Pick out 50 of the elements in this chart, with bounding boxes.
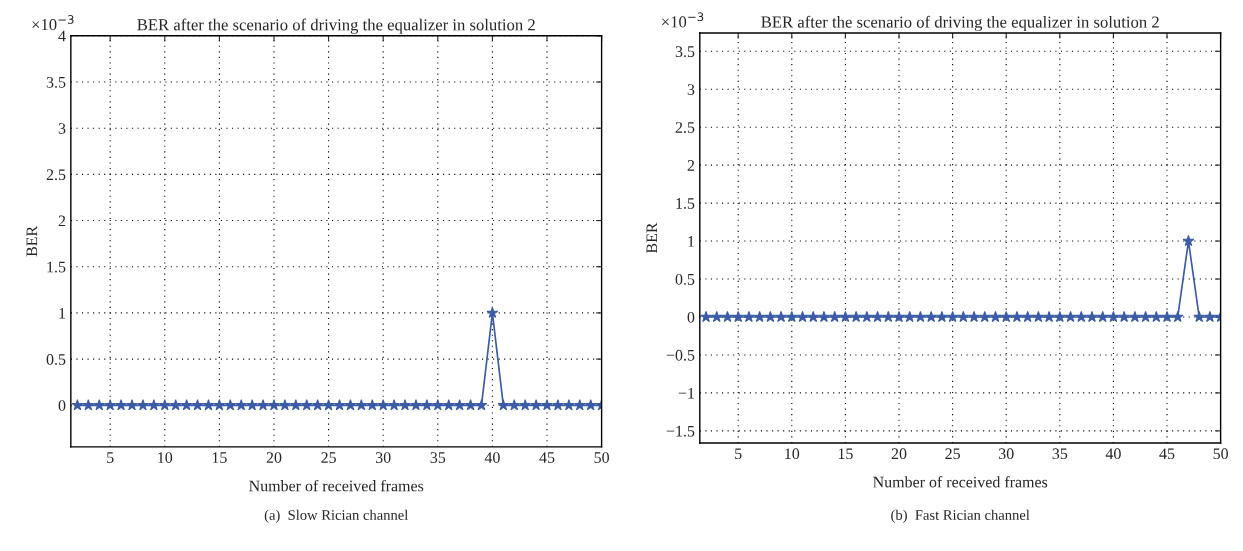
x-tick-label: 40 bbox=[484, 452, 500, 463]
y-tick-label: 1.5 bbox=[676, 198, 695, 209]
y-tick-label: −1.5 bbox=[666, 425, 695, 437]
x-tick-label: 10 bbox=[158, 452, 173, 463]
y-tick-label: 0.5 bbox=[675, 273, 695, 285]
x-tick-label: 35 bbox=[1052, 448, 1068, 460]
y-tick-label: 1.5 bbox=[47, 261, 66, 273]
x-tick-label: 45 bbox=[1159, 448, 1175, 460]
y-tick-label: 1 bbox=[688, 236, 694, 247]
chart-title: BER after the scenario of driving the equalizer in solution 2 bbox=[761, 15, 1159, 32]
x-tick-label: 45 bbox=[539, 452, 555, 463]
x-tick-label: 5 bbox=[735, 448, 742, 460]
x-tick-label: 5 bbox=[107, 452, 114, 463]
y-tick-label: 0.5 bbox=[46, 354, 66, 365]
text: (b) Fast Rician channel bbox=[891, 509, 1030, 523]
x-tick-label: 30 bbox=[998, 448, 1014, 460]
x-tick-label: 15 bbox=[838, 448, 853, 460]
x-tick-label: 25 bbox=[321, 452, 336, 463]
y-tick-label: 4 bbox=[58, 30, 66, 42]
x-tick-label: 15 bbox=[212, 452, 227, 463]
y-axis-title: BER bbox=[646, 222, 658, 254]
y-tick-label: 3 bbox=[58, 123, 66, 134]
x-tick-label: 25 bbox=[945, 448, 960, 460]
y-tick-label: 2.5 bbox=[46, 169, 66, 181]
text: (a) Slow Rician channel bbox=[264, 509, 409, 523]
y-axis-title: BER bbox=[26, 225, 38, 257]
y-tick-label: 1 bbox=[59, 307, 66, 319]
x-tick-label: 20 bbox=[266, 452, 282, 463]
x-tick-label: 10 bbox=[785, 448, 800, 460]
x-tick-label: 35 bbox=[430, 452, 446, 463]
text: ×10$^{−3}$ bbox=[32, 15, 74, 31]
x-tick-label: 30 bbox=[375, 452, 391, 463]
y-tick-label: 3.5 bbox=[46, 76, 66, 88]
y-tick-label: 2.5 bbox=[675, 122, 695, 133]
y-tick-label: 2 bbox=[687, 160, 695, 171]
y-tick-label: 3.5 bbox=[675, 46, 695, 58]
text: ×10$^{−3}$ bbox=[662, 12, 704, 28]
y-tick-label: 3 bbox=[687, 84, 695, 95]
y-tick-label: −1 bbox=[678, 387, 694, 399]
x-axis-title: Number of received frames bbox=[249, 479, 424, 492]
x-tick-label: 50 bbox=[594, 452, 609, 463]
chart-title: BER after the scenario of driving the equalizer in solution 2 bbox=[137, 18, 535, 34]
y-tick-label: 0 bbox=[687, 311, 695, 323]
x-axis-title: Number of received frames bbox=[873, 476, 1048, 488]
x-tick-label: 20 bbox=[891, 448, 907, 460]
y-tick-label: 0 bbox=[58, 400, 66, 411]
x-tick-label: 40 bbox=[1105, 448, 1121, 460]
x-tick-label: 50 bbox=[1213, 448, 1228, 460]
y-tick-label: −0.5 bbox=[666, 349, 695, 361]
y-tick-label: 2 bbox=[58, 215, 66, 227]
